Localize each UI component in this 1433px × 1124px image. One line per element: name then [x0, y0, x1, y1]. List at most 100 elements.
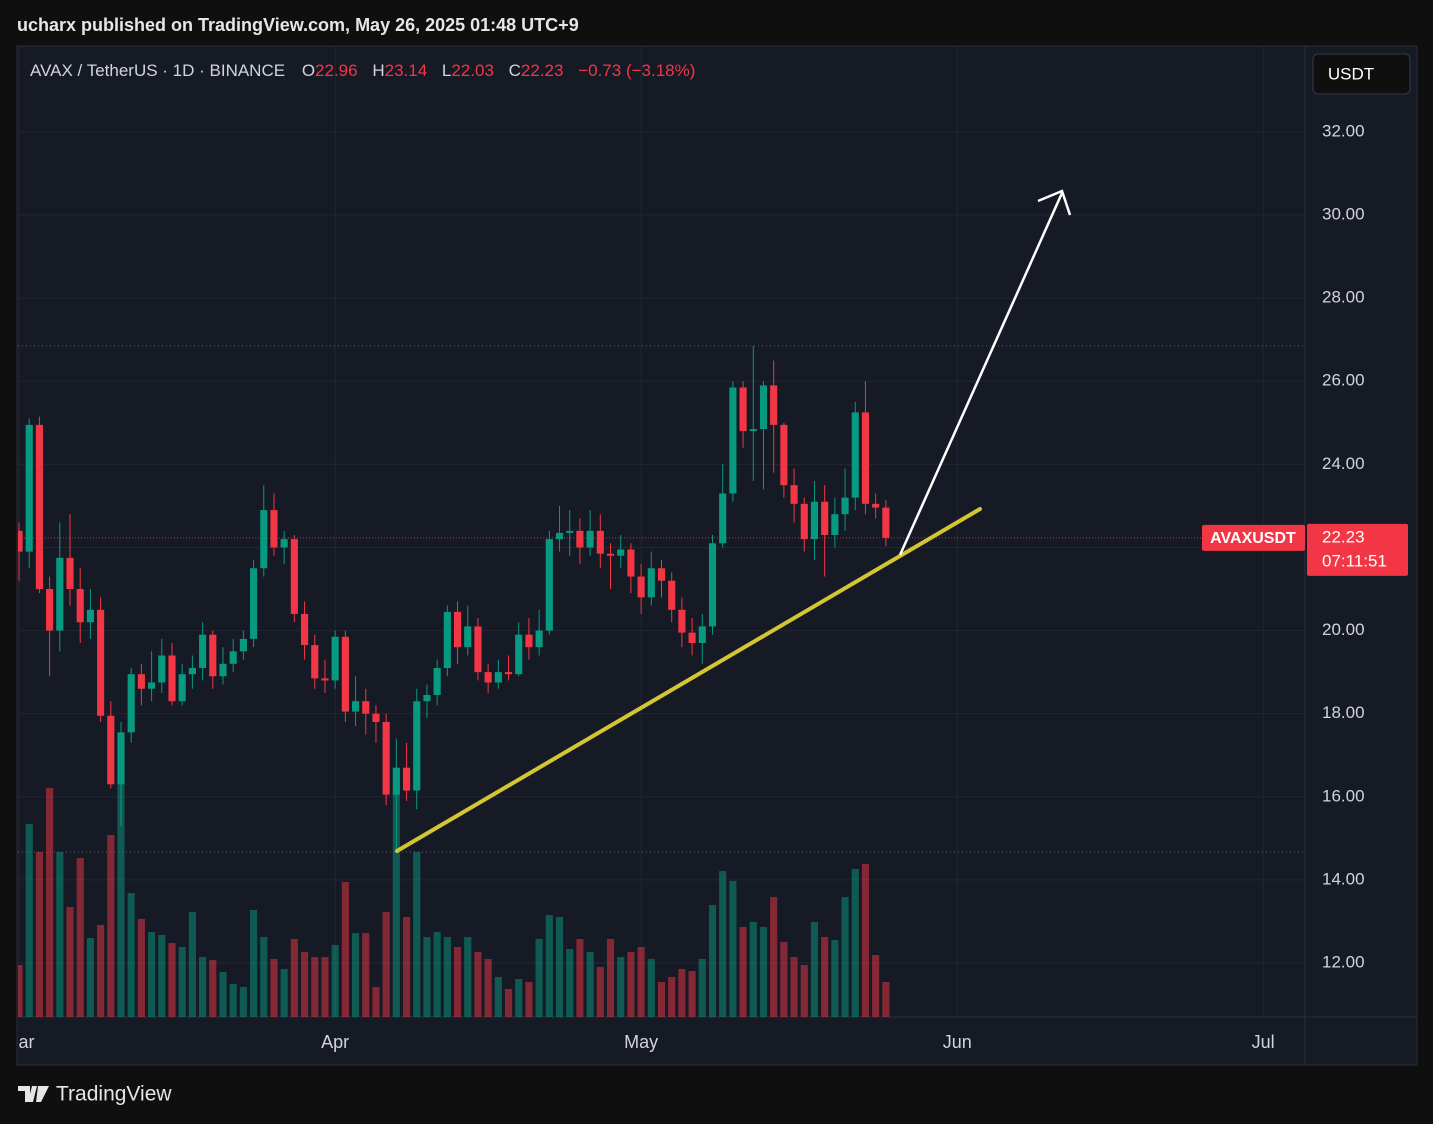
- volume-bar: [362, 933, 370, 1017]
- candle-body: [311, 645, 319, 679]
- volume-bar: [729, 881, 737, 1017]
- candle-body: [433, 667, 441, 695]
- volume-bar: [392, 792, 400, 1017]
- candle-body: [545, 539, 553, 631]
- currency-button[interactable]: [1312, 53, 1411, 95]
- x-tick-label: Jun: [943, 1032, 972, 1052]
- volume-bar: [137, 919, 145, 1017]
- candle-body: [402, 767, 411, 791]
- candle-body: [280, 539, 288, 548]
- logo-icon: [18, 1086, 49, 1102]
- volume-bar: [861, 864, 870, 1017]
- volume-bar: [525, 982, 533, 1017]
- candle-body: [861, 412, 870, 504]
- candle-body: [637, 576, 645, 598]
- candle-body: [25, 424, 33, 552]
- volume-bar: [770, 897, 778, 1017]
- price-tag-value: 22.23: [1322, 527, 1365, 546]
- candle-body: [596, 530, 604, 554]
- volume-bar: [647, 959, 655, 1017]
- volume-bar: [372, 987, 380, 1017]
- candle-body: [800, 503, 808, 540]
- candle-body: [698, 626, 706, 644]
- candle-body: [790, 485, 798, 504]
- candle-body: [107, 715, 115, 785]
- volume-bar: [178, 947, 186, 1017]
- candle-body: [351, 701, 360, 712]
- volume-bar: [841, 897, 849, 1017]
- candle-body: [882, 507, 890, 538]
- y-tick-label: 30.00: [1322, 205, 1365, 224]
- volume-bar: [107, 835, 115, 1017]
- volume-bar: [484, 959, 492, 1017]
- volume-bar: [290, 939, 298, 1017]
- candle-body: [668, 580, 676, 610]
- volume-bar: [76, 858, 84, 1017]
- candle-body: [841, 497, 849, 515]
- candle-body: [148, 682, 156, 689]
- volume-bar: [341, 882, 349, 1017]
- symbol-title: AVAX / TetherUS · 1D · BINANCE: [30, 61, 285, 80]
- candle-body: [362, 701, 370, 714]
- candle-layer: [18, 345, 890, 853]
- volume-bar: [18, 965, 23, 1017]
- price-tag-bg: [1307, 523, 1408, 576]
- candle-body: [35, 424, 43, 590]
- volume-bar: [515, 979, 523, 1017]
- y-tick-label: 20.00: [1322, 620, 1365, 639]
- volume-bar: [555, 917, 564, 1017]
- symbol-tag: AVAXUSDT: [1210, 530, 1296, 547]
- volume-bar: [148, 932, 156, 1017]
- candle-body: [810, 501, 819, 540]
- candle-body: [76, 589, 84, 623]
- legend: AVAX / TetherUS · 1D · BINANCE O22.96 H2…: [30, 61, 695, 80]
- candle-body: [770, 385, 778, 425]
- candle-body: [739, 387, 747, 432]
- volume-bar: [504, 989, 513, 1017]
- volume-bar: [219, 972, 227, 1017]
- candle-body: [158, 655, 166, 683]
- volume-bar: [545, 915, 553, 1017]
- candle-body: [678, 609, 686, 633]
- volume-bar: [453, 947, 462, 1017]
- y-tick-label: 24.00: [1322, 454, 1365, 473]
- countdown: 07:11:51: [1322, 551, 1387, 570]
- volume-bar: [719, 871, 727, 1017]
- x-tick-label: Jul: [1252, 1032, 1275, 1052]
- candle-body: [372, 713, 380, 722]
- forecast-arrow: [898, 192, 1064, 556]
- volume-bar: [617, 957, 625, 1017]
- candle-body: [453, 611, 462, 648]
- drawings: [395, 189, 1072, 853]
- candle-body: [56, 557, 64, 631]
- volume-bar: [382, 912, 390, 1017]
- candle-body: [382, 721, 390, 795]
- volume-bar: [759, 927, 768, 1017]
- candle-body: [117, 732, 125, 785]
- legend-h-label: H: [372, 61, 384, 80]
- candle-body: [392, 767, 400, 795]
- candle-body: [300, 613, 309, 646]
- candle-body: [525, 634, 533, 648]
- candle-body: [219, 663, 227, 677]
- candle-body: [443, 611, 451, 668]
- y-tick-label: 32.00: [1322, 121, 1365, 140]
- candle-body: [484, 672, 492, 683]
- candle-body: [46, 589, 54, 631]
- legend-low: 22.03: [451, 61, 494, 80]
- legend-high: 23.14: [385, 61, 428, 80]
- volume-bar: [311, 957, 319, 1017]
- volume-bar: [209, 960, 217, 1017]
- volume-bar: [239, 987, 247, 1017]
- volume-bar: [851, 869, 859, 1017]
- candle-body: [576, 530, 584, 548]
- volume-bar: [780, 942, 788, 1017]
- candle-body: [719, 493, 727, 544]
- candle-body: [494, 672, 502, 683]
- volume-bar: [321, 957, 329, 1017]
- volume-bar: [158, 935, 166, 1017]
- candle-body: [831, 514, 839, 535]
- volume-bar: [657, 982, 666, 1017]
